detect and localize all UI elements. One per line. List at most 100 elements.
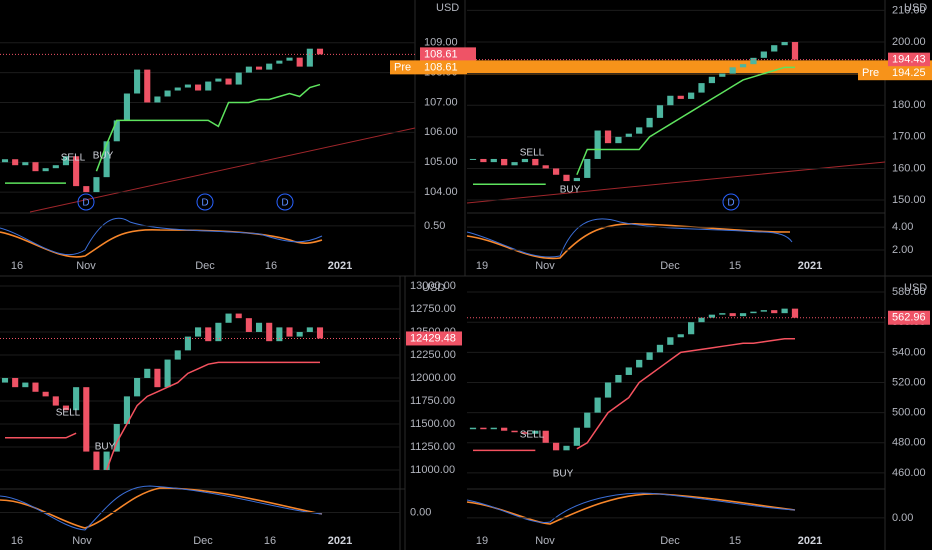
x-tick-label: 19 [476,535,488,547]
dividend-label: D [82,198,89,209]
candle [469,158,477,160]
y-tick-label: 210.00 [892,4,926,16]
x-tick-label: Dec [660,260,680,272]
signal-label: SELL [61,153,86,164]
candle [316,48,324,55]
candle [521,158,529,163]
signal-label: SELL [520,430,545,441]
x-tick-label: Nov [76,260,96,272]
candle [266,322,273,342]
currency-label: USD [436,2,459,14]
signal-label: BUY [93,151,114,162]
candle [144,368,151,378]
candle [760,51,767,58]
x-tick-label: 2021 [798,260,822,272]
candle [154,368,161,388]
candle [245,66,252,73]
y-tick-label: 13000.00 [410,280,456,292]
candle [791,308,799,318]
y-tick-label: 109.00 [424,37,458,49]
candle [490,158,497,163]
candle [636,127,643,134]
candle [656,344,664,353]
dividend-marker [276,193,294,211]
y-tick-label: 160.00 [892,162,926,174]
trailing-stop [473,66,795,185]
candle [625,367,632,375]
candle [195,84,202,91]
candle [286,327,293,337]
candle [42,391,49,397]
currency-label: USD [422,282,445,294]
candle [134,69,141,94]
candle [266,63,273,70]
candle [490,427,497,430]
x-tick-label: Nov [72,535,92,547]
indicator-tick-label: 0.00 [410,506,431,518]
candle [103,141,110,178]
signal-label: BUY [553,469,574,480]
indicator-tick-label: 2.00 [892,244,913,256]
candle [93,451,100,470]
trailing-stop [5,361,320,471]
candle [729,313,736,317]
candle [22,162,29,166]
y-tick-label: 170.00 [892,131,926,143]
currency-label: USD [904,282,927,294]
x-tick-label: 2021 [328,535,352,547]
candle [123,93,130,121]
x-tick-label: 16 [265,260,277,272]
candle [123,396,130,424]
indicator-signal [466,493,796,525]
candle [32,382,39,392]
last-price-label: 12429.48 [410,332,456,344]
candle [245,318,252,332]
candle [1,377,9,383]
candle [205,81,212,91]
indicator-macd [0,217,323,256]
dividend-label: D [281,198,288,209]
y-tick-label: 150.00 [892,194,926,206]
signal-label: BUY [560,185,581,196]
candle [316,327,324,339]
currency-label: USD [904,2,927,14]
candle [286,57,293,61]
candle [195,327,202,337]
last-price-box [406,331,462,346]
candle [771,310,778,314]
candle [677,95,684,99]
pre-price-box [858,66,932,81]
indicator-tick-label: 0.50 [424,220,445,232]
candle [225,78,232,85]
candle [184,336,191,351]
candle [501,427,508,431]
candle [83,186,90,193]
candle [594,130,601,159]
trailing-stop [5,83,321,184]
indicator-macd [466,218,793,258]
candle [83,387,90,452]
candle [532,430,539,434]
candle [719,313,726,315]
candle [255,322,263,332]
x-tick-label: 16 [11,535,23,547]
candle [573,427,580,446]
candle [552,442,560,451]
y-tick-label: 480.00 [892,437,926,449]
y-tick-label: 106.00 [424,126,458,138]
candle [739,64,747,68]
candle [480,158,487,163]
candle [1,159,9,163]
candle [480,427,487,430]
x-tick-label: 2021 [798,535,822,547]
dividend-label: D [201,198,208,209]
dividend-marker [722,193,740,211]
candle [594,397,601,413]
candle [573,177,580,182]
candle [174,87,181,91]
candle [625,133,632,137]
y-tick-label: 500.00 [892,407,926,419]
x-tick-label: Dec [660,535,680,547]
candle [542,430,549,443]
dividend-marker [196,193,214,211]
